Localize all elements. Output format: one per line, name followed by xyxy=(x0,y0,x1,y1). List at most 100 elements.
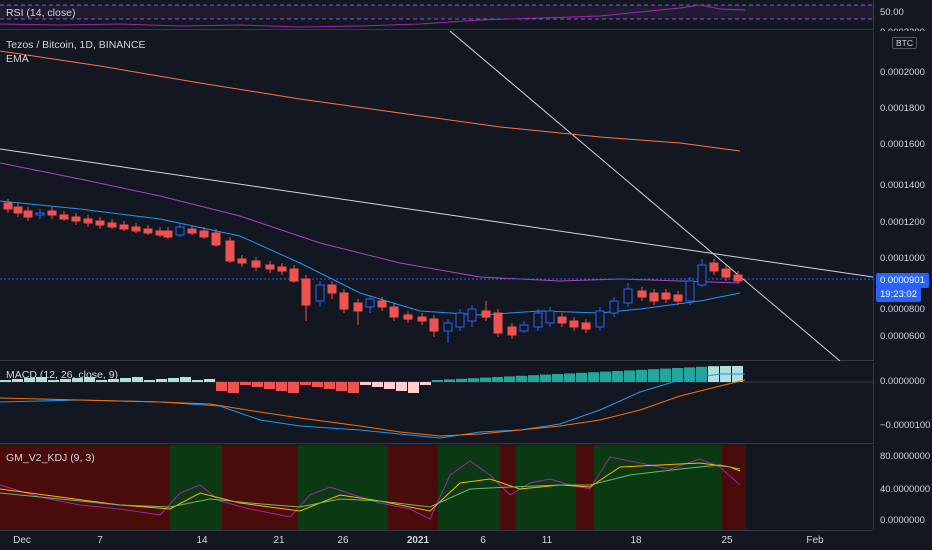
macd-axis[interactable]: 0.0000000 −0.0000100 xyxy=(873,362,932,444)
last-price-badge: 0.0000901 xyxy=(876,273,929,288)
candle-body xyxy=(143,228,153,234)
candle-body xyxy=(493,312,503,334)
candle-body xyxy=(709,262,719,272)
candle-body xyxy=(389,306,399,318)
candle-body xyxy=(59,214,69,220)
time-label-21: 21 xyxy=(273,535,285,546)
macd-histogram-bar xyxy=(528,375,539,382)
candle-body xyxy=(417,316,427,322)
candle-body xyxy=(443,322,453,332)
kdj-d-line xyxy=(0,464,741,508)
rsi-line xyxy=(0,4,746,28)
ema-100-line xyxy=(0,162,741,284)
candle-body xyxy=(211,232,221,246)
candle-body xyxy=(429,318,439,332)
candle-body xyxy=(277,266,287,272)
macd-histogram-bar xyxy=(360,382,371,385)
macd-histogram-bar xyxy=(216,382,227,391)
candle-body xyxy=(377,300,387,308)
kdj-axis[interactable]: 80.0000000 40.0000000 0.0000000 xyxy=(873,445,932,530)
candle-body xyxy=(595,310,605,328)
macd-pane[interactable]: MACD (12, 26, close, 9) xyxy=(0,362,873,444)
macd-histogram-bar xyxy=(96,380,107,382)
signal-line xyxy=(0,379,746,437)
price-axis[interactable]: BTC 0.0002000 0.0001800 0.0001600 0.0001… xyxy=(873,31,932,361)
macd-histogram-bar xyxy=(588,372,599,382)
macd-histogram-bar xyxy=(156,379,167,382)
candle-body xyxy=(637,290,647,298)
candle-body xyxy=(557,316,567,324)
rsi-pane[interactable]: RSI (14, close) xyxy=(0,0,873,30)
price-pane[interactable]: Tezos / Bitcoin, 1D, BINANCE EMA xyxy=(0,31,873,361)
rsi-plot xyxy=(0,4,873,28)
macd-histogram-bar xyxy=(144,380,155,382)
candle-body xyxy=(609,300,619,314)
candle-body xyxy=(175,226,185,236)
macd-histogram-bar xyxy=(540,374,551,382)
macd-histogram-bar xyxy=(672,368,683,382)
candle-body xyxy=(225,240,235,262)
macd-histogram-bar xyxy=(276,382,287,391)
macd-histogram-bar xyxy=(480,377,491,382)
time-label-7: 7 xyxy=(97,535,103,546)
candle-body xyxy=(507,326,517,336)
rsi-legend: RSI (14, close) xyxy=(6,7,76,19)
macd-histogram-bar xyxy=(252,382,263,387)
macd-histogram-bar xyxy=(12,379,23,382)
candle-body xyxy=(163,230,173,238)
kdj-legend: GM_V2_KDJ (9, 3) xyxy=(6,452,95,464)
kdj-plot xyxy=(0,445,746,530)
macd-histogram-bar xyxy=(468,378,479,382)
macd-histogram-bar xyxy=(648,369,659,382)
candle-body xyxy=(83,218,93,224)
macd-histogram-bar xyxy=(24,378,35,382)
currency-tag[interactable]: BTC xyxy=(892,37,917,49)
macd-histogram xyxy=(0,366,743,393)
macd-legend: MACD (12, 26, close, 9) xyxy=(6,369,119,381)
candle-body xyxy=(13,206,23,214)
time-axis[interactable]: Dec 7 14 21 26 2021 6 11 18 25 Feb xyxy=(0,530,873,550)
candle-body xyxy=(545,310,555,324)
candle-body xyxy=(661,292,671,300)
candle-body xyxy=(365,298,375,308)
trendline-shallow xyxy=(0,148,873,278)
time-label-feb: Feb xyxy=(806,535,824,546)
macd-histogram-bar xyxy=(612,371,623,382)
candle-body xyxy=(697,264,707,286)
macd-histogram-bar xyxy=(228,382,239,393)
candle-body xyxy=(131,226,141,232)
time-label-14: 14 xyxy=(196,535,208,546)
kdj-pane[interactable]: GM_V2_KDJ (9, 3) xyxy=(0,445,873,530)
price-label-4: 0.0001400 xyxy=(880,180,925,191)
price-label-1: 0.0002000 xyxy=(880,67,925,78)
macd-histogram-bar xyxy=(564,373,575,382)
macd-histogram-bar xyxy=(300,382,311,385)
price-label-7: 0.0000800 xyxy=(880,304,925,315)
price-legend-ema: EMA xyxy=(6,53,29,65)
macd-histogram-bar xyxy=(624,370,635,382)
candle-body xyxy=(107,222,117,228)
ema-200-line xyxy=(0,50,741,152)
macd-histogram-bar xyxy=(408,382,419,393)
macd-histogram-bar xyxy=(168,378,179,382)
price-label-5: 0.0001200 xyxy=(880,217,925,228)
price-label-8: 0.0000600 xyxy=(880,331,925,342)
kdj-background-bands xyxy=(0,445,746,530)
macd-histogram-bar xyxy=(84,377,95,382)
kdj-label-80: 80.0000000 xyxy=(880,451,931,462)
macd-histogram-bar xyxy=(192,380,203,382)
countdown-badge: 19:23:02 xyxy=(876,287,921,302)
macd-label-zero: 0.0000000 xyxy=(880,376,925,387)
candlesticks xyxy=(3,199,743,343)
ema-50-line xyxy=(0,200,741,316)
candle-body xyxy=(3,202,13,210)
rsi-axis[interactable]: 50.00 0.0002200 xyxy=(873,0,932,38)
candle-body xyxy=(339,292,349,310)
candle-body xyxy=(95,220,105,226)
macd-histogram-bar xyxy=(456,378,467,382)
macd-histogram-bar xyxy=(48,380,59,382)
candle-body xyxy=(733,274,743,282)
macd-histogram-bar xyxy=(180,377,191,382)
candle-body xyxy=(315,284,325,302)
macd-histogram-bar xyxy=(0,380,11,382)
